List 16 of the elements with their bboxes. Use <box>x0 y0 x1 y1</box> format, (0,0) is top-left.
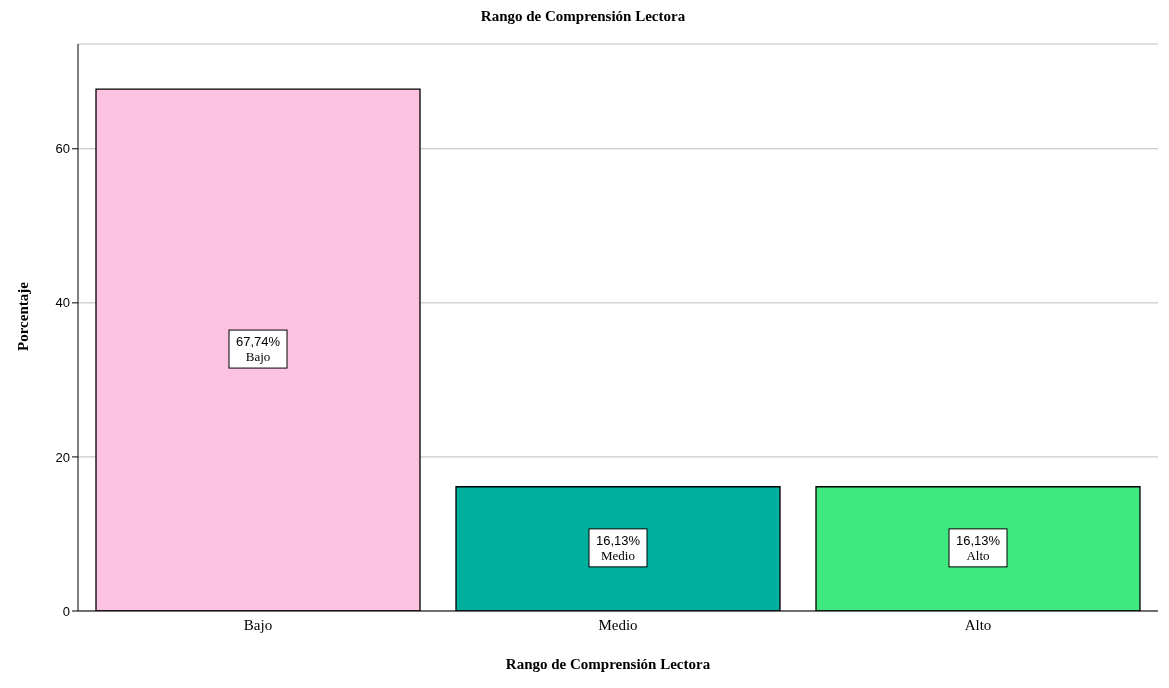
chart-title: Rango de Comprensión Lectora <box>479 8 687 25</box>
category-label: Alto <box>966 547 990 563</box>
y-tick-label: 0 <box>62 603 70 619</box>
y-axis-title: Porcentaje <box>14 281 32 353</box>
data-label: 16,13% <box>955 532 1001 548</box>
y-tick-label: 20 <box>55 449 70 465</box>
data-label: 67,74% <box>235 334 281 350</box>
x-tick-label: Alto <box>964 616 992 633</box>
data-label: 16,13% <box>595 532 641 548</box>
x-axis-title: Rango de Comprensión Lectora <box>504 656 712 673</box>
y-tick-label: 60 <box>55 141 70 157</box>
x-tick-label: Bajo <box>243 616 273 633</box>
category-label: Medio <box>601 547 635 563</box>
category-label: Bajo <box>245 349 271 365</box>
y-tick-label: 40 <box>55 295 70 311</box>
x-tick-label: Medio <box>598 616 638 633</box>
